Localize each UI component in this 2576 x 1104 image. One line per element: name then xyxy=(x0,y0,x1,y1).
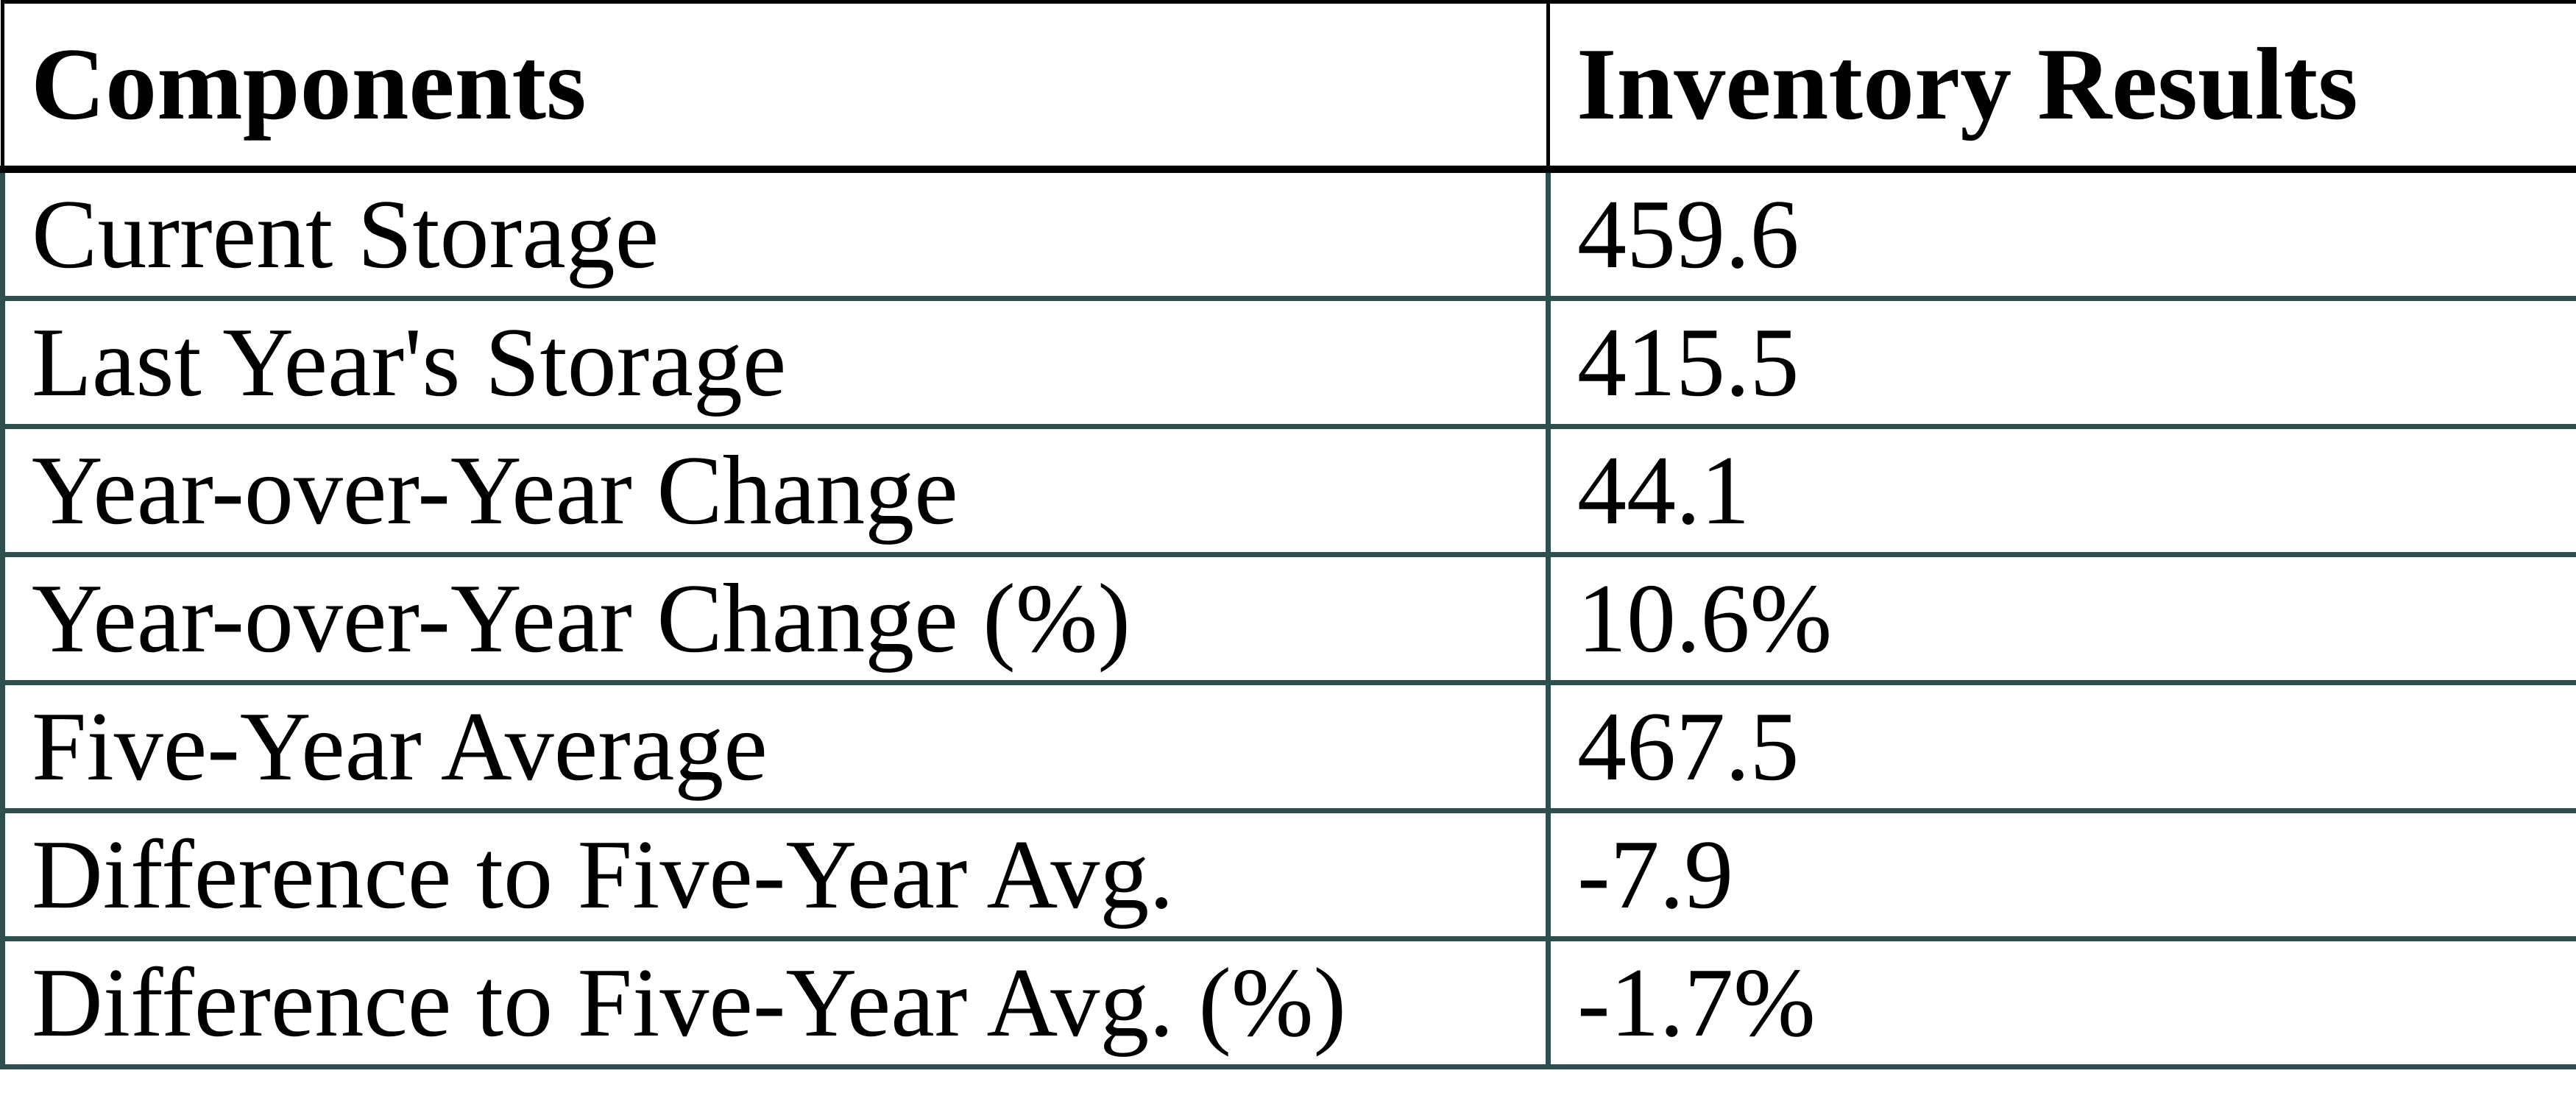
component-cell: Difference to Five-Year Avg. xyxy=(0,808,1551,941)
result-cell: 459.6 xyxy=(1546,166,2576,301)
component-cell: Year-over-Year Change xyxy=(0,424,1551,557)
table-row: Difference to Five-Year Avg. (%) -1.7% xyxy=(0,936,2576,1069)
component-cell: Five-Year Average xyxy=(0,680,1551,813)
result-cell: -7.9 xyxy=(1546,808,2576,941)
table-row: Last Year's Storage 415.5 xyxy=(0,296,2576,429)
component-cell: Last Year's Storage xyxy=(0,296,1551,429)
inventory-results-table: Components Inventory Results Current Sto… xyxy=(0,0,2576,1069)
component-cell: Difference to Five-Year Avg. (%) xyxy=(0,936,1551,1069)
table-row: Year-over-Year Change (%) 10.6% xyxy=(0,552,2576,685)
result-cell: 44.1 xyxy=(1546,424,2576,557)
table-row: Year-over-Year Change 44.1 xyxy=(0,424,2576,557)
table-row: Difference to Five-Year Avg. -7.9 xyxy=(0,808,2576,941)
component-cell: Year-over-Year Change (%) xyxy=(0,552,1551,685)
header-row: Components Inventory Results xyxy=(1,0,2576,173)
result-cell: 415.5 xyxy=(1546,296,2576,429)
column-header-components: Components xyxy=(1,0,1550,173)
column-header-inventory-results: Inventory Results xyxy=(1546,0,2576,173)
component-cell: Current Storage xyxy=(0,166,1551,301)
table-row: Current Storage 459.6 xyxy=(0,166,2576,301)
table-row: Five-Year Average 467.5 xyxy=(0,680,2576,813)
result-cell: 10.6% xyxy=(1546,552,2576,685)
result-cell: -1.7% xyxy=(1546,936,2576,1069)
result-cell: 467.5 xyxy=(1546,680,2576,813)
